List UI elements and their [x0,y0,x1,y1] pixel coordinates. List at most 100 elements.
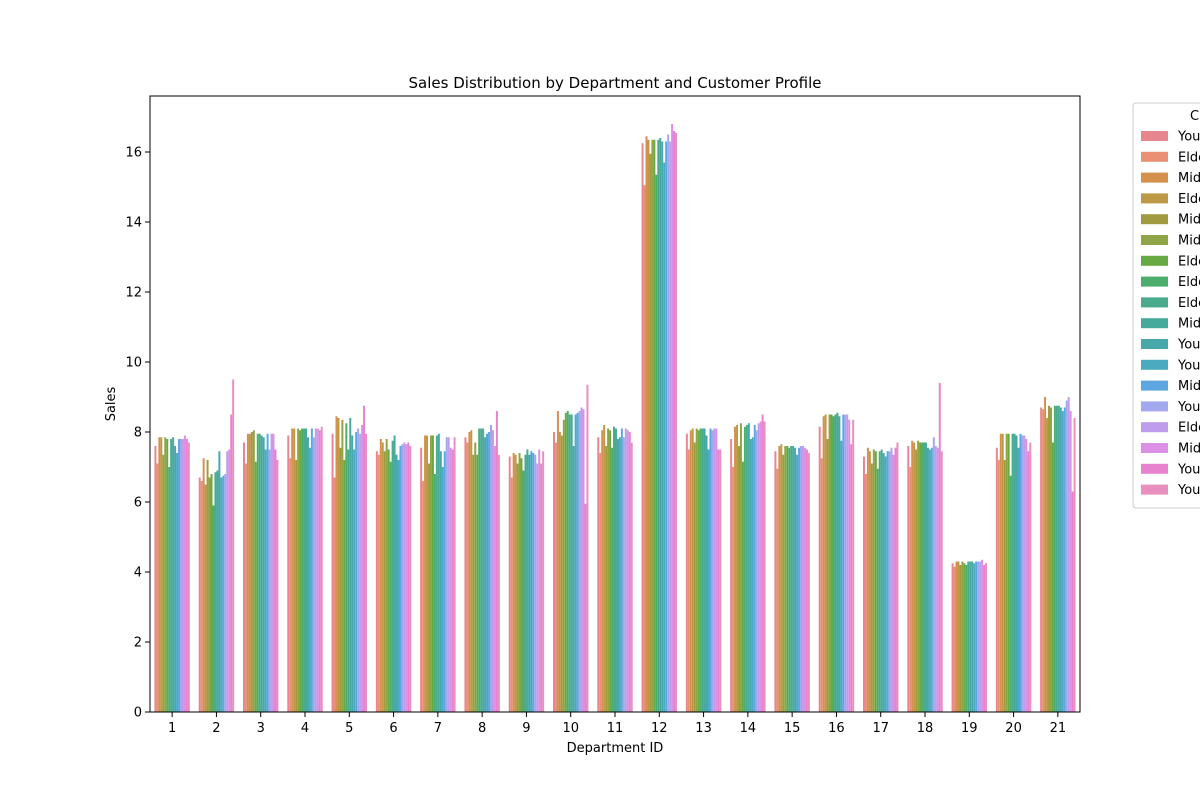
bar [743,426,746,712]
x-tick-label: 4 [301,721,309,736]
legend-swatch [1141,235,1168,245]
bar [437,433,440,712]
bar [274,449,277,712]
bar [957,561,960,712]
legend-label: You [1177,338,1200,353]
x-tick-label: 19 [961,721,978,736]
bar [180,439,182,712]
bar [264,449,267,712]
bar [969,561,972,712]
legend-entry: Mid [1141,171,1200,186]
bar [1021,435,1024,712]
bar [955,561,958,712]
bar [663,162,666,712]
bar [170,439,173,712]
x-tick-label: 9 [522,721,530,736]
bar [669,141,672,712]
legend-entry: You [1141,130,1200,145]
bar [896,442,899,712]
legend-entry: You [1141,400,1200,415]
bar [536,463,539,712]
bar [556,411,559,712]
bar [1061,411,1064,712]
bar [613,426,615,712]
bar [337,418,340,712]
bar-group-dept-5 [331,405,367,712]
bar [262,437,265,712]
bar [200,481,203,712]
bar [959,565,962,712]
bar [449,447,452,712]
bar [453,437,456,712]
bar [657,139,660,712]
x-tick-label: 7 [434,721,442,736]
bar [431,435,434,712]
bar [491,430,494,712]
legend-entry: Mid [1141,213,1200,228]
bar [747,423,750,712]
bar [828,414,831,712]
bar [832,416,835,712]
bar [357,428,360,712]
bar [689,430,692,712]
bar [1007,433,1010,712]
bar-group-dept-17 [863,442,899,712]
bar [228,449,231,712]
legend-entry: Elde [1141,254,1200,269]
bar [441,467,444,712]
bar [210,474,213,712]
bar [154,446,157,712]
x-tick-label: 13 [695,721,712,736]
bar [246,433,249,712]
bar [397,460,400,712]
bar [349,418,352,712]
x-tick-label: 14 [740,721,757,736]
bar [985,563,987,712]
x-tick-label: 12 [651,721,668,736]
bar [776,468,779,712]
bar [443,451,446,712]
bar [486,433,489,712]
legend-entry: Elde [1141,192,1200,207]
bar [493,446,496,712]
bar [641,143,644,712]
bar [778,446,781,712]
legend: C YouEldeMidEldeMidMidEldeEldeEldeMidYou… [1132,102,1200,509]
bar-group-dept-20 [995,433,1032,712]
bar-group-dept-9 [508,449,545,712]
bar [314,428,317,712]
bar [306,437,309,712]
bar [476,454,479,712]
legend-label: Elde [1178,150,1200,165]
bar [497,454,500,712]
bar [818,426,821,712]
bar [303,428,305,712]
bar [628,432,631,712]
x-tick-label: 1 [168,721,176,736]
bar [624,428,627,712]
x-tick-label: 6 [389,721,397,736]
bar-groups [154,124,1076,712]
bar [822,416,825,712]
bar [1040,407,1043,712]
bar [164,437,167,712]
x-tick-label: 5 [345,721,353,736]
legend-swatch [1141,380,1168,391]
bar [907,446,910,712]
bar [842,414,845,712]
bar [542,451,545,712]
bar [693,442,696,712]
x-axis-label: Department ID [567,741,664,756]
bar-group-dept-6 [375,435,412,712]
bar [675,132,677,712]
bar [343,460,346,712]
bar [572,446,575,712]
bar [562,419,565,712]
bar-group-dept-4 [287,426,323,712]
bar [792,446,795,712]
y-tick-label: 12 [125,286,142,301]
bar [863,456,865,712]
bar [558,432,561,712]
bar [395,454,398,712]
